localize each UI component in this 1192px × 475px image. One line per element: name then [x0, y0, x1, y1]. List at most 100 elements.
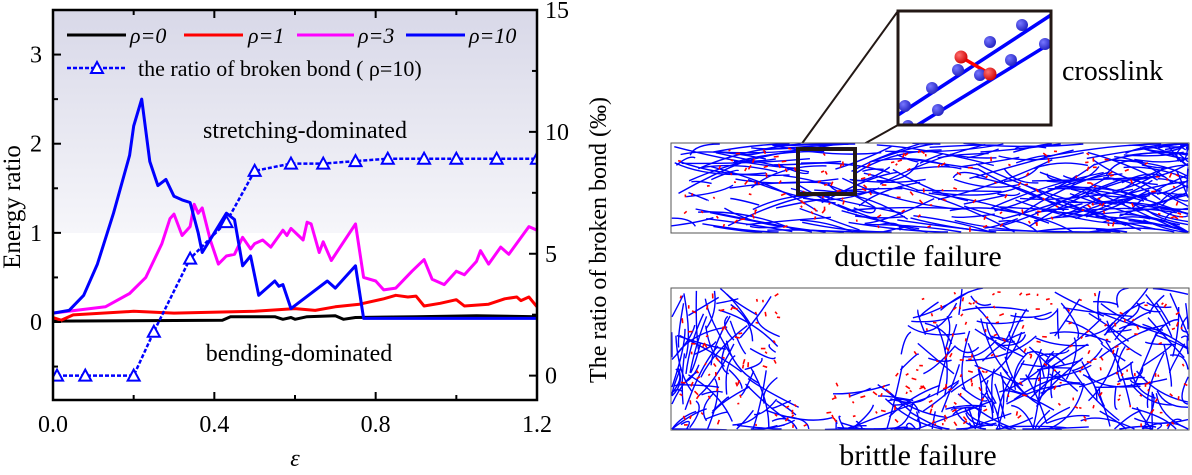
crosslink-mark — [677, 159, 682, 163]
fiber — [1114, 156, 1175, 185]
crosslink-mark — [780, 192, 786, 197]
crosslink-mark — [1124, 168, 1130, 172]
fiber — [997, 192, 1021, 197]
crosslink-mark — [718, 165, 722, 170]
fiber — [885, 388, 948, 419]
ductile-failure-panel: ductile failure — [670, 142, 1190, 273]
crosslink-mark — [1079, 298, 1082, 302]
broken-bond-marker — [77, 367, 93, 382]
crosslink-mark — [1069, 344, 1074, 348]
crosslink-mark — [679, 295, 683, 299]
fiber — [749, 225, 784, 229]
fiber — [1046, 173, 1068, 182]
crosslink-mark — [713, 363, 717, 368]
fiber — [965, 412, 1012, 430]
fiber — [1114, 310, 1152, 341]
fiber — [980, 318, 1009, 374]
crosslink-mark — [1139, 394, 1143, 397]
crosslink-mark — [1126, 347, 1131, 351]
crosslink-mark — [1037, 377, 1041, 382]
fiber-bead — [932, 104, 944, 116]
fiber — [1065, 337, 1077, 380]
crosslink-mark — [895, 163, 898, 166]
fiber — [1114, 386, 1118, 410]
y2-tick-label: 0 — [545, 364, 557, 390]
crosslink-mark — [894, 418, 899, 423]
fiber — [676, 384, 720, 388]
crosslink-mark — [787, 147, 792, 150]
fiber — [1147, 317, 1185, 359]
fiber — [954, 219, 1068, 233]
crosslink-mark — [915, 368, 919, 372]
crosslink-mark — [772, 339, 776, 344]
fiber — [1056, 308, 1060, 339]
crosslink-mark — [1027, 220, 1031, 224]
crosslink-mark — [733, 307, 738, 310]
x-tick-label: 1.2 — [522, 412, 552, 438]
crosslink-mark — [985, 316, 989, 319]
fiber — [1185, 303, 1189, 330]
crosslink-mark — [704, 362, 707, 366]
fiber — [680, 420, 690, 430]
crosslink-mark — [828, 202, 831, 206]
fiber — [1142, 323, 1189, 349]
crosslink-mark — [895, 372, 899, 377]
crosslink-mark — [962, 416, 968, 421]
crosslink-mark — [872, 391, 878, 396]
fiber — [837, 203, 928, 233]
crosslink-mark — [995, 321, 1000, 324]
legend-label-rho3: ρ=3 — [357, 23, 394, 48]
crosslink-mark — [1106, 219, 1110, 222]
crosslink-mark — [1099, 367, 1102, 371]
fiber — [754, 398, 778, 416]
crosslink-mark — [972, 301, 976, 305]
crosslink-mark — [781, 160, 787, 163]
fiber — [1018, 171, 1110, 217]
fiber — [999, 372, 1028, 395]
legend: ρ=0 ρ=1 ρ=3 ρ=10 the ratio of broken bon… — [67, 23, 516, 81]
brittle-failure-panel: brittle failure — [670, 287, 1190, 472]
y-axis-label: Energy ratio — [0, 145, 26, 269]
fiber — [917, 342, 955, 375]
crosslink-mark — [757, 181, 760, 185]
fiber — [677, 303, 685, 348]
crosslink-mark — [690, 381, 694, 387]
crosslink-mark — [917, 214, 921, 218]
fiber — [976, 319, 1024, 325]
fiber — [1136, 302, 1161, 313]
fiber — [697, 343, 735, 397]
crosslink-mark — [1029, 354, 1033, 359]
fiber — [1181, 376, 1189, 405]
fiber — [730, 197, 760, 206]
crosslink-mark — [744, 167, 748, 172]
broken-bond-marker — [448, 150, 465, 165]
fiber — [991, 368, 996, 414]
fiber — [713, 225, 763, 233]
fiber — [961, 330, 971, 391]
fiber — [739, 296, 772, 339]
crosslink-mark — [747, 164, 752, 170]
crosslink-mark — [1098, 203, 1102, 206]
fiber — [814, 189, 909, 220]
fiber — [837, 426, 887, 430]
fiber — [847, 206, 968, 212]
fiber — [1100, 342, 1126, 362]
crosslink-mark — [1114, 345, 1119, 349]
fiber — [1015, 154, 1052, 164]
crosslink-mark — [785, 405, 790, 409]
crosslink-mark — [1111, 221, 1115, 227]
fiber — [963, 194, 1008, 205]
crosslink-mark — [936, 360, 939, 363]
fiber — [952, 406, 983, 416]
crosslink-mark — [782, 224, 788, 229]
crosslink-mark — [962, 420, 968, 425]
crosslink-mark — [1131, 318, 1135, 322]
fiber — [1095, 228, 1121, 233]
fiber — [1128, 144, 1189, 167]
crosslink-mark — [1053, 385, 1057, 391]
crosslink-mark — [1034, 222, 1038, 225]
series-line-rho10 — [53, 97, 537, 320]
fiber — [689, 143, 720, 156]
crosslink-mark — [1043, 362, 1048, 367]
crosslink-mark — [1115, 371, 1119, 375]
